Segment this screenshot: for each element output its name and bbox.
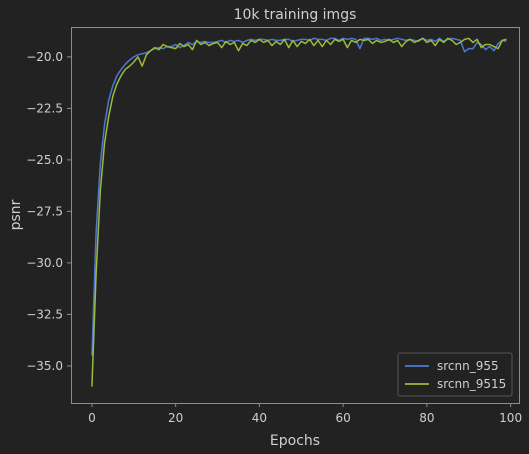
y-tick-label: −27.5 bbox=[26, 204, 63, 218]
y-tick-label: −20.0 bbox=[26, 50, 63, 64]
legend-box bbox=[397, 352, 513, 397]
x-tick-label: 60 bbox=[336, 411, 351, 425]
x-tick-label: 40 bbox=[252, 411, 267, 425]
chart-title: 10k training imgs bbox=[234, 7, 357, 23]
x-tick-label: 20 bbox=[168, 411, 183, 425]
series-line-2 bbox=[91, 37, 507, 387]
x-tick-label: 0 bbox=[88, 411, 96, 425]
y-tick-label: −25.0 bbox=[26, 153, 63, 167]
x-tick-label: 100 bbox=[499, 411, 522, 425]
y-axis: −20.0 −22.5 −25.0 −27.5 −30.0 −32.5 −35.0 bbox=[26, 50, 71, 373]
y-tick-label: −35.0 bbox=[26, 359, 63, 373]
legend-label-2: srcnn_9515 bbox=[437, 377, 506, 391]
x-axis: 0 20 40 60 80 100 bbox=[88, 403, 522, 425]
y-tick-label: −22.5 bbox=[26, 101, 63, 115]
legend: srcnn_955 srcnn_9515 bbox=[397, 352, 513, 397]
y-tick-label: −32.5 bbox=[26, 307, 63, 321]
series-layer bbox=[91, 37, 507, 387]
plot-frame bbox=[71, 27, 520, 404]
y-axis-label: psnr bbox=[8, 199, 24, 230]
y-tick-label: −30.0 bbox=[26, 256, 63, 270]
plot-area bbox=[71, 27, 519, 403]
legend-label-1: srcnn_955 bbox=[437, 359, 499, 373]
x-axis-label: Epochs bbox=[270, 433, 320, 449]
x-tick-label: 80 bbox=[419, 411, 434, 425]
